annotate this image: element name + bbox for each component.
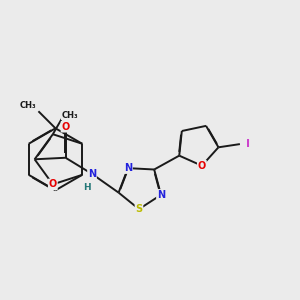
Text: H: H	[83, 183, 91, 192]
Text: N: N	[157, 190, 165, 200]
Text: S: S	[135, 204, 142, 214]
Text: CH₃: CH₃	[19, 101, 36, 110]
Text: CH₃: CH₃	[61, 110, 78, 119]
Text: N: N	[124, 163, 132, 173]
Text: O: O	[49, 179, 57, 189]
Text: I: I	[246, 139, 250, 149]
Text: O: O	[198, 161, 206, 171]
Text: N: N	[88, 169, 96, 179]
Text: O: O	[61, 122, 70, 132]
